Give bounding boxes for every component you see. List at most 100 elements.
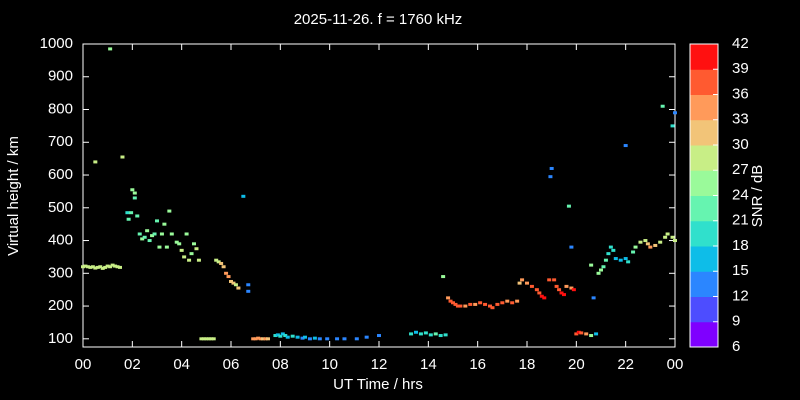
point	[167, 209, 172, 213]
point	[446, 296, 451, 300]
point	[100, 266, 105, 270]
colorbar-swatch	[690, 321, 718, 348]
y-tick-label: 200	[48, 297, 73, 314]
point	[81, 265, 85, 269]
point	[204, 337, 209, 341]
colorbar-swatch	[690, 69, 718, 95]
colorbar-tick-label: 18	[732, 237, 749, 254]
point	[542, 296, 547, 300]
point	[478, 301, 483, 305]
point	[618, 258, 623, 262]
point	[236, 286, 241, 290]
y-tick-label: 900	[48, 68, 73, 85]
point	[335, 337, 340, 341]
point	[135, 214, 140, 218]
point	[137, 232, 142, 236]
point	[645, 242, 650, 246]
x-tick-label: 00	[667, 356, 684, 373]
point	[584, 332, 589, 336]
point	[606, 252, 611, 256]
point	[594, 332, 599, 336]
point	[216, 260, 221, 264]
point	[601, 265, 606, 269]
point	[142, 235, 147, 239]
point	[211, 337, 216, 341]
point	[290, 334, 295, 338]
point	[179, 248, 184, 252]
point	[214, 258, 219, 262]
point	[603, 258, 608, 262]
point	[520, 278, 525, 282]
x-tick-label: 12	[371, 356, 388, 373]
point	[623, 257, 628, 261]
point	[145, 229, 150, 233]
point	[564, 284, 569, 288]
point	[317, 337, 322, 341]
point	[224, 271, 229, 275]
point	[455, 304, 460, 308]
x-tick-label: 04	[173, 356, 190, 373]
point	[115, 265, 120, 269]
point	[549, 166, 554, 170]
point	[280, 332, 285, 336]
point	[488, 304, 492, 308]
point	[510, 301, 515, 305]
point	[537, 291, 542, 295]
point	[152, 232, 157, 236]
point	[246, 283, 251, 287]
point	[377, 334, 381, 338]
point	[103, 265, 108, 269]
point	[441, 275, 446, 279]
point	[256, 336, 261, 340]
point	[192, 242, 196, 246]
point	[638, 240, 643, 244]
point	[468, 302, 473, 306]
point	[483, 302, 488, 306]
point	[626, 260, 631, 264]
point	[539, 294, 544, 298]
colorbar-tick-label: 24	[732, 186, 749, 203]
point	[182, 255, 187, 259]
point	[108, 265, 113, 269]
point	[571, 288, 576, 292]
x-tick-label: 10	[321, 356, 338, 373]
x-tick-label: 16	[469, 356, 486, 373]
point	[85, 265, 90, 269]
colorbar-swatch	[690, 246, 718, 272]
colorbar-swatch	[690, 44, 718, 70]
colorbar-swatch	[690, 296, 718, 323]
colorbar-tick-label: 39	[732, 60, 749, 77]
point	[184, 232, 189, 236]
x-tick-label: 18	[519, 356, 536, 373]
point	[566, 204, 571, 208]
point	[463, 304, 468, 308]
point	[443, 333, 448, 337]
point	[663, 235, 668, 239]
point	[273, 334, 278, 338]
point	[194, 247, 199, 251]
colorbar-tick-label: 21	[732, 212, 749, 229]
y-tick-label: 400	[48, 232, 73, 249]
point	[157, 245, 162, 249]
point	[517, 281, 522, 285]
plot-frame	[82, 43, 676, 348]
x-axis-label: UT Time / hrs	[333, 376, 423, 393]
point	[90, 265, 95, 269]
point	[529, 284, 534, 288]
point	[670, 235, 675, 239]
point	[658, 240, 663, 244]
point	[660, 104, 665, 108]
point	[505, 299, 510, 303]
y-tick-label: 700	[48, 133, 73, 150]
point	[253, 337, 258, 341]
point	[589, 263, 594, 267]
point	[231, 281, 236, 285]
point	[162, 222, 167, 226]
point	[608, 245, 613, 249]
point	[495, 302, 500, 306]
point	[98, 265, 103, 269]
point	[150, 234, 155, 238]
point	[126, 217, 131, 221]
point	[295, 335, 300, 339]
point	[552, 278, 557, 282]
